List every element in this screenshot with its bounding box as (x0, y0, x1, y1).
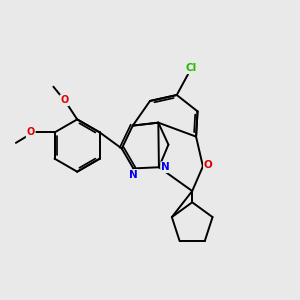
Text: O: O (27, 128, 35, 137)
Text: O: O (60, 95, 68, 105)
Text: O: O (204, 160, 213, 170)
Text: Cl: Cl (185, 63, 197, 73)
Text: N: N (129, 170, 138, 180)
Text: N: N (161, 162, 170, 172)
